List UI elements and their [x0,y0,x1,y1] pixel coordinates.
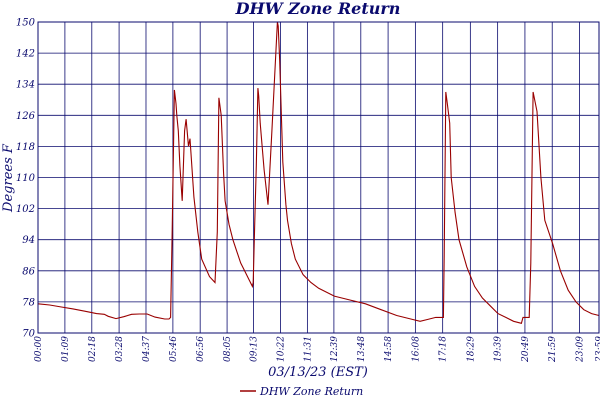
y-tick-label: 150 [16,18,36,29]
y-axis-label: Degrees F [1,143,16,213]
y-tick-label: 134 [16,80,35,91]
legend-label: DHW Zone Return [259,385,363,398]
x-tick-label: 03:28 [115,336,125,362]
x-tick-label: 05:46 [169,336,179,362]
y-tick-label: 86 [22,266,35,277]
x-tick-label: 17:18 [439,336,449,362]
x-tick-label: 14:58 [384,336,394,362]
x-tick-label: 08:05 [223,336,233,362]
y-tick-label: 78 [22,297,35,308]
y-tick-label: 102 [16,204,35,215]
legend: DHW Zone Return [240,385,363,398]
x-tick-label: 18:29 [466,336,476,362]
x-tick-label: 20:49 [521,336,531,363]
chart-title: DHW Zone Return [235,0,401,18]
y-tick-labels: 70 78 86 94 102 110 118 126 134 142 150 [16,18,36,340]
y-tick-label: 118 [16,142,35,153]
series-line-dhw-zone-return [37,21,600,324]
x-tick-label: 16:08 [411,336,421,362]
x-tick-label: 10:22 [276,336,286,362]
x-tick-label: 19:39 [494,336,504,362]
x-tick-label: 13:48 [357,336,367,362]
x-tick-label: 06:56 [196,336,206,362]
x-tick-label: 09:13 [250,336,260,362]
y-tick-label: 142 [16,49,35,60]
grid-lines [37,21,600,334]
x-tick-label: 11:31 [303,336,313,362]
y-tick-label: 70 [22,329,35,340]
x-tick-label: 12:39 [330,336,340,362]
x-tick-label: 23:59 [595,336,600,363]
x-axis-label: 03/13/23 (EST) [268,365,368,380]
y-tick-label: 110 [16,173,36,184]
x-tick-label: 21:59 [548,336,558,363]
x-tick-label: 00:00 [34,336,44,362]
x-tick-labels: 00:00 01:09 02:18 03:28 04:37 05:46 06:56 08:05… [34,336,600,363]
x-tick-label: 01:09 [61,336,71,362]
x-tick-label: 02:18 [88,336,98,362]
plot-frame [37,21,600,334]
x-tick-label: 04:37 [142,336,152,362]
y-tick-label: 94 [22,235,35,246]
x-tick-label: 23:09 [576,336,586,363]
y-tick-label: 126 [16,111,36,122]
